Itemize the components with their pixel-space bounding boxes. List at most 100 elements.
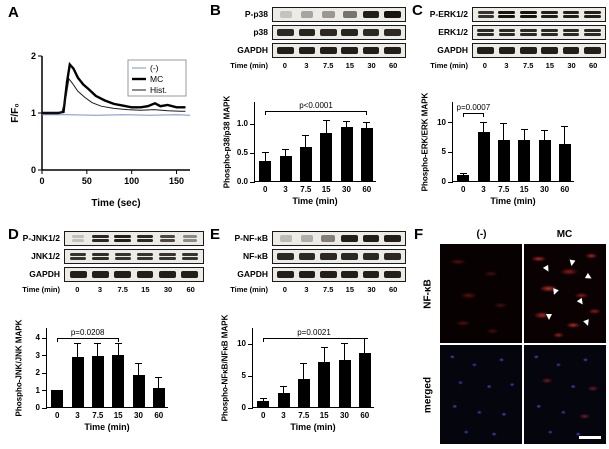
blot-row: NF-κB (222, 248, 406, 264)
blot-row: GAPDH (222, 266, 406, 282)
blot-lane (112, 234, 134, 242)
panel-label-b: B (210, 2, 221, 19)
svg-text:F/F₀: F/F₀ (10, 103, 21, 123)
blot-band (341, 28, 358, 36)
error-bar (77, 343, 78, 358)
bar (340, 127, 353, 181)
blot-band (362, 252, 380, 260)
y-tick-label: 5 (441, 147, 446, 157)
blot-band (362, 46, 380, 54)
blot-band (300, 234, 314, 242)
blot-band (583, 46, 601, 54)
blot-band (519, 14, 537, 18)
p-value-label: p=0.0021 (297, 327, 331, 337)
blot-band (159, 238, 176, 242)
error-bar (483, 122, 484, 132)
blot-lane (179, 252, 201, 260)
panel-f: F (-) MC NF-κB merged (410, 226, 609, 449)
blot-row-label: GAPDH (237, 269, 268, 279)
significance-bracket (57, 338, 119, 340)
x-axis-label: Time (min) (84, 422, 130, 432)
blot-band (341, 46, 358, 54)
blot-band (541, 32, 558, 36)
blot-band (92, 252, 109, 256)
error-bar (544, 131, 545, 141)
western-blot-p38: P-p38 p38 GAPDH Time (min) 0 3 7.5 15 30 60 (222, 6, 406, 70)
blot-band (498, 46, 516, 54)
blot-time-point: 3 (304, 284, 309, 294)
svg-text:0: 0 (39, 176, 44, 186)
blot-band (181, 270, 199, 278)
blot-lane (89, 234, 111, 242)
blot-lane (475, 46, 496, 54)
blot-time-point: 7.5 (322, 284, 334, 294)
bar (299, 147, 312, 181)
blot-band (136, 234, 154, 238)
blot-time-lanes: 0 3 7.5 15 30 60 (472, 61, 606, 70)
y-tick-label: 3 (35, 350, 40, 360)
error-bar-cap (94, 342, 102, 344)
bar (320, 133, 333, 181)
blot-lane (318, 28, 339, 36)
blot-band (583, 10, 601, 14)
blot-time-point: 3 (97, 284, 103, 294)
blot-band (562, 32, 580, 36)
blot-lane (318, 270, 339, 278)
error-bar (262, 399, 264, 401)
blot-row: P-p38 (222, 6, 406, 22)
x-tick-label: 0 (260, 411, 266, 420)
blot-time-point: 30 (367, 60, 376, 70)
blot-row: GAPDH (222, 42, 406, 58)
bar (112, 354, 125, 407)
blot-lane (560, 28, 581, 36)
blot-lane (156, 234, 178, 242)
x-tick-label: 60 (154, 411, 164, 420)
blot-band (320, 252, 337, 260)
blot-band (583, 14, 601, 18)
error-bar (364, 339, 366, 354)
blot-lane (296, 252, 317, 260)
blot-row: ERK1/2 (422, 24, 606, 40)
arrow-icon (546, 314, 552, 320)
blot-time-point: 3 (504, 60, 509, 70)
y-axis-tick (42, 407, 47, 409)
error-bar-cap (282, 149, 289, 151)
blot-lane (360, 252, 381, 260)
blot-row: P-JNK1/2 (14, 230, 204, 246)
error-bar-cap (302, 134, 310, 136)
error-bar-cap (300, 363, 308, 365)
y-tick-label: 10 (237, 339, 246, 348)
y-tick-label: 4 (35, 333, 40, 343)
blot-film (64, 230, 204, 246)
plot-area: 0 1 2 3 4 0 3 7.5 15 30 60 p=0.0208 (36, 328, 168, 420)
blot-band (541, 46, 558, 54)
blot-band (341, 234, 358, 242)
blot-time-point: 30 (567, 60, 576, 70)
blot-band (320, 28, 337, 36)
blot-lane (475, 10, 496, 18)
blot-lane (275, 270, 296, 278)
blot-row-label: GAPDH (29, 269, 60, 279)
bar (477, 131, 490, 181)
blot-lane (296, 28, 317, 36)
blot-time-point: 0 (482, 60, 487, 70)
row-label-nfkb: NF-κB (422, 279, 434, 309)
blot-lane (275, 46, 296, 54)
significance-bracket (463, 113, 484, 115)
error-bar-cap (259, 398, 267, 399)
error-bar (523, 130, 525, 141)
blot-lane (339, 270, 360, 278)
micrograph-column-headers: (-) MC (440, 229, 606, 240)
error-bar (285, 150, 286, 157)
panel-label-c: C (412, 2, 423, 19)
blot-lane (318, 46, 339, 54)
error-bar-cap (320, 347, 328, 349)
micrograph-grid (440, 244, 606, 444)
blot-band (277, 46, 294, 54)
error-bar-cap (114, 342, 122, 344)
blot-row: p38 (222, 24, 406, 40)
bar (358, 353, 371, 407)
y-axis-tick (448, 151, 453, 153)
blot-band (498, 32, 516, 36)
